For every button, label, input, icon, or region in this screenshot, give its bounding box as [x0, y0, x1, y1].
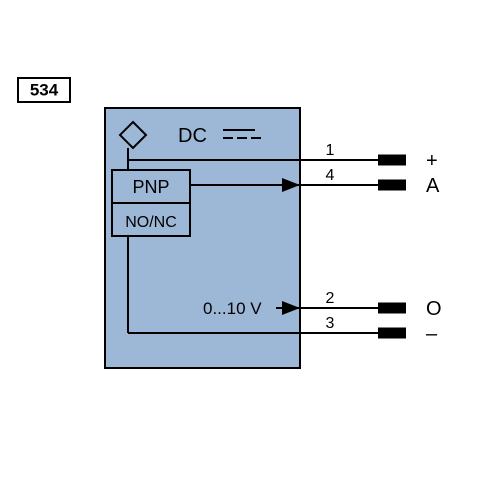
pin-symbol: A: [426, 175, 440, 197]
dc-label: DC: [178, 125, 207, 147]
pin-number: 2: [326, 290, 335, 307]
terminal-icon: [378, 303, 406, 314]
terminal-icon: [378, 155, 406, 166]
terminal-icon: [378, 180, 406, 191]
voltage-label: 0...10 V: [203, 299, 262, 318]
pin-number: 1: [326, 142, 335, 159]
terminal-icon: [378, 328, 406, 339]
pin-symbol: –: [426, 323, 438, 345]
nonc-label: NO/NC: [125, 214, 177, 231]
pin-number: 3: [326, 315, 335, 332]
pin-symbol: +: [426, 150, 438, 172]
pin-symbol: O: [426, 298, 442, 320]
pin-number: 4: [326, 167, 335, 184]
pnp-label: PNP: [132, 177, 169, 197]
reference-label: 534: [30, 80, 59, 99]
